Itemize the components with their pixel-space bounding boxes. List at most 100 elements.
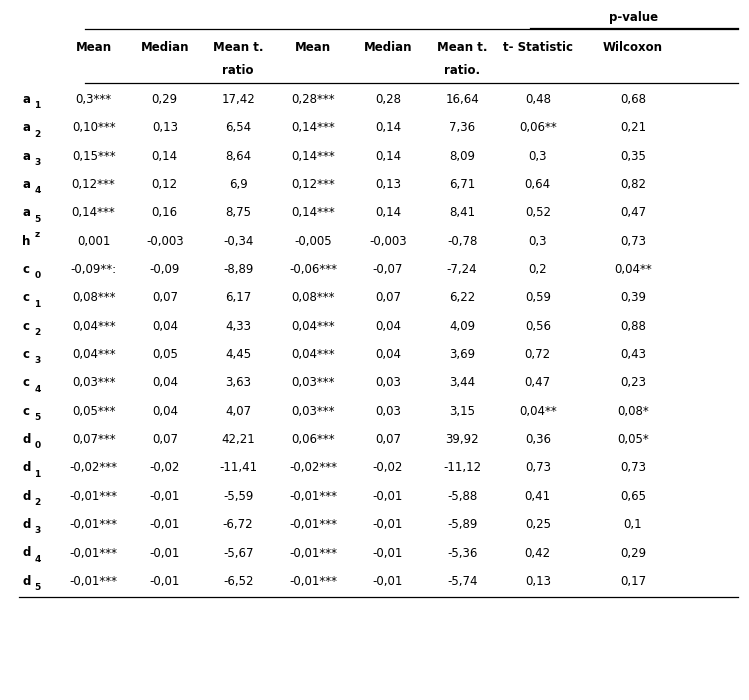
Text: 0,73: 0,73 bbox=[620, 461, 646, 475]
Text: 1: 1 bbox=[34, 300, 40, 309]
Text: 4,33: 4,33 bbox=[225, 320, 251, 332]
Text: 2: 2 bbox=[34, 498, 40, 507]
Text: -0,01***: -0,01*** bbox=[289, 490, 337, 503]
Text: -0,09: -0,09 bbox=[150, 263, 180, 276]
Text: 0,48: 0,48 bbox=[525, 93, 551, 106]
Text: 0,15***: 0,15*** bbox=[72, 150, 115, 162]
Text: Mean t.: Mean t. bbox=[213, 41, 264, 54]
Text: 4,09: 4,09 bbox=[449, 320, 475, 332]
Text: -0,02: -0,02 bbox=[373, 461, 403, 475]
Text: c: c bbox=[22, 263, 29, 276]
Text: 0,13: 0,13 bbox=[525, 575, 551, 588]
Text: 0,03***: 0,03*** bbox=[291, 405, 335, 418]
Text: 0,3***: 0,3*** bbox=[76, 93, 112, 106]
Text: 5: 5 bbox=[34, 413, 40, 422]
Text: d: d bbox=[22, 547, 31, 559]
Text: 0,14***: 0,14*** bbox=[291, 150, 335, 162]
Text: 4,07: 4,07 bbox=[225, 405, 251, 418]
Text: 0,03***: 0,03*** bbox=[291, 377, 335, 389]
Text: 0,29: 0,29 bbox=[620, 547, 646, 559]
Text: 0,68: 0,68 bbox=[620, 93, 646, 106]
Text: 0,05: 0,05 bbox=[152, 348, 178, 361]
Text: -0,02***: -0,02*** bbox=[289, 461, 337, 475]
Text: 0: 0 bbox=[34, 272, 40, 280]
Text: -0,01: -0,01 bbox=[373, 547, 403, 559]
Text: 0,04: 0,04 bbox=[152, 377, 178, 389]
Text: Mean: Mean bbox=[295, 41, 331, 54]
Text: -0,01***: -0,01*** bbox=[289, 547, 337, 559]
Text: c: c bbox=[22, 320, 29, 332]
Text: 0,59: 0,59 bbox=[525, 291, 551, 304]
Text: -0,01***: -0,01*** bbox=[289, 575, 337, 588]
Text: 0,08***: 0,08*** bbox=[291, 291, 335, 304]
Text: 0,35: 0,35 bbox=[620, 150, 646, 162]
Text: 0,04***: 0,04*** bbox=[72, 348, 115, 361]
Text: -11,41: -11,41 bbox=[219, 461, 257, 475]
Text: 0,04: 0,04 bbox=[152, 320, 178, 332]
Text: d: d bbox=[22, 575, 31, 588]
Text: 0,04: 0,04 bbox=[375, 320, 401, 332]
Text: 0,23: 0,23 bbox=[620, 377, 646, 389]
Text: d: d bbox=[22, 518, 31, 531]
Text: -0,003: -0,003 bbox=[146, 234, 184, 248]
Text: 0,05*: 0,05* bbox=[617, 433, 649, 446]
Text: 42,21: 42,21 bbox=[221, 433, 255, 446]
Text: 0,12***: 0,12*** bbox=[72, 178, 115, 191]
Text: 6,54: 6,54 bbox=[225, 121, 251, 134]
Text: -0,02: -0,02 bbox=[150, 461, 180, 475]
Text: 0,03: 0,03 bbox=[375, 405, 401, 418]
Text: 0,82: 0,82 bbox=[620, 178, 646, 191]
Text: 0,52: 0,52 bbox=[525, 206, 551, 219]
Text: 0,06**: 0,06** bbox=[519, 121, 557, 134]
Text: -0,003: -0,003 bbox=[369, 234, 407, 248]
Text: a: a bbox=[22, 121, 31, 134]
Text: ratio.: ratio. bbox=[444, 64, 480, 77]
Text: -0,01***: -0,01*** bbox=[70, 490, 118, 503]
Text: 0,17: 0,17 bbox=[620, 575, 646, 588]
Text: 0,14: 0,14 bbox=[375, 150, 401, 162]
Text: 0,04***: 0,04*** bbox=[72, 320, 115, 332]
Text: c: c bbox=[22, 348, 29, 361]
Text: h: h bbox=[22, 234, 31, 248]
Text: 0,001: 0,001 bbox=[77, 234, 110, 248]
Text: 0,3: 0,3 bbox=[529, 234, 547, 248]
Text: 0,29: 0,29 bbox=[152, 93, 178, 106]
Text: 0,65: 0,65 bbox=[620, 490, 646, 503]
Text: a: a bbox=[22, 178, 31, 191]
Text: 6,22: 6,22 bbox=[449, 291, 476, 304]
Text: -0,01: -0,01 bbox=[373, 575, 403, 588]
Text: 0,21: 0,21 bbox=[620, 121, 646, 134]
Text: 0,3: 0,3 bbox=[529, 150, 547, 162]
Text: 4: 4 bbox=[34, 555, 41, 564]
Text: 6,9: 6,9 bbox=[228, 178, 248, 191]
Text: 8,41: 8,41 bbox=[449, 206, 475, 219]
Text: 0,2: 0,2 bbox=[529, 263, 547, 276]
Text: 6,17: 6,17 bbox=[225, 291, 252, 304]
Text: -5,74: -5,74 bbox=[447, 575, 477, 588]
Text: z: z bbox=[34, 230, 40, 239]
Text: 4: 4 bbox=[34, 186, 41, 195]
Text: 3,44: 3,44 bbox=[449, 377, 475, 389]
Text: t- Statistic: t- Statistic bbox=[503, 41, 573, 54]
Text: 0,12: 0,12 bbox=[152, 178, 178, 191]
Text: -5,88: -5,88 bbox=[447, 490, 477, 503]
Text: 0,03: 0,03 bbox=[375, 377, 401, 389]
Text: 8,09: 8,09 bbox=[449, 150, 475, 162]
Text: a: a bbox=[22, 150, 31, 162]
Text: 8,75: 8,75 bbox=[225, 206, 251, 219]
Text: 0,42: 0,42 bbox=[525, 547, 551, 559]
Text: 0,13: 0,13 bbox=[375, 178, 401, 191]
Text: 0,14***: 0,14*** bbox=[72, 206, 115, 219]
Text: 1: 1 bbox=[34, 470, 40, 479]
Text: 0,14: 0,14 bbox=[152, 150, 178, 162]
Text: 0,47: 0,47 bbox=[620, 206, 646, 219]
Text: d: d bbox=[22, 461, 31, 475]
Text: -0,07: -0,07 bbox=[373, 263, 403, 276]
Text: 0,10***: 0,10*** bbox=[72, 121, 115, 134]
Text: -0,01: -0,01 bbox=[373, 490, 403, 503]
Text: d: d bbox=[22, 433, 31, 446]
Text: Wilcoxon: Wilcoxon bbox=[603, 41, 663, 54]
Text: -7,24: -7,24 bbox=[447, 263, 477, 276]
Text: -0,01: -0,01 bbox=[150, 547, 180, 559]
Text: 2: 2 bbox=[34, 130, 40, 139]
